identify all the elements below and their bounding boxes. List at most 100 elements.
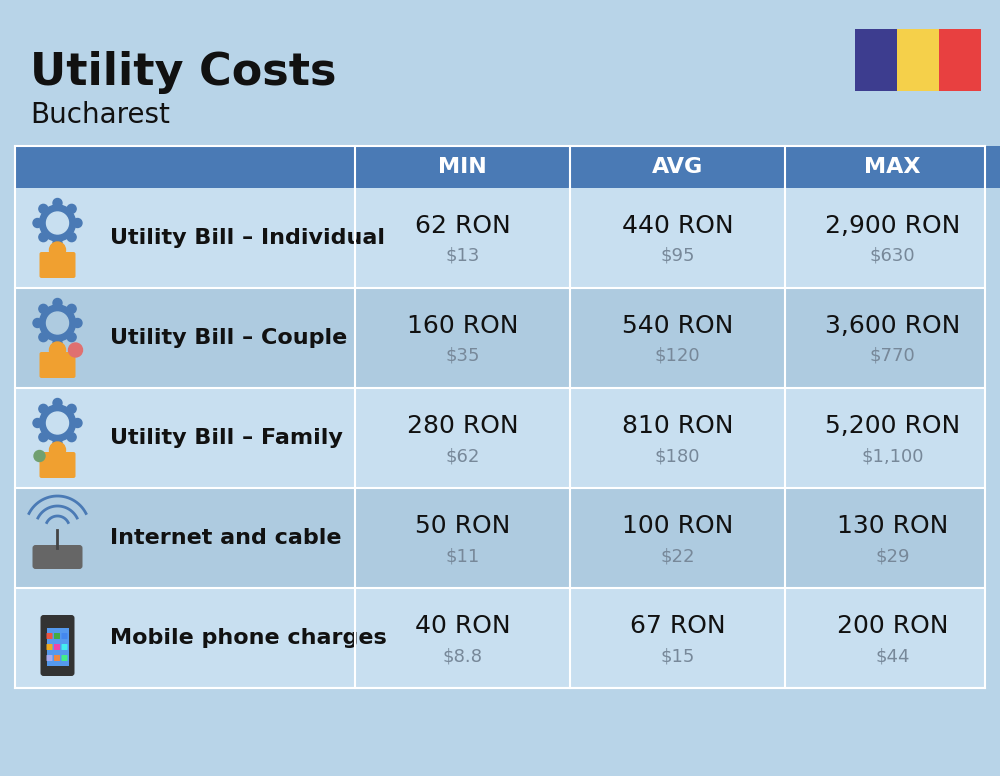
Text: 62 RON: 62 RON: [415, 214, 510, 238]
Text: 540 RON: 540 RON: [622, 314, 733, 338]
Circle shape: [46, 212, 68, 234]
Circle shape: [53, 299, 62, 307]
FancyBboxPatch shape: [785, 146, 1000, 188]
Circle shape: [39, 333, 48, 341]
FancyBboxPatch shape: [939, 29, 981, 91]
Circle shape: [67, 404, 76, 414]
Text: Utility Bill – Family: Utility Bill – Family: [110, 428, 343, 448]
FancyBboxPatch shape: [855, 29, 897, 91]
Circle shape: [73, 318, 82, 327]
FancyBboxPatch shape: [46, 655, 52, 661]
FancyBboxPatch shape: [46, 633, 52, 639]
Circle shape: [39, 233, 48, 241]
Circle shape: [39, 433, 48, 442]
Text: $630: $630: [870, 247, 915, 265]
Circle shape: [46, 412, 68, 434]
FancyBboxPatch shape: [15, 488, 985, 588]
Circle shape: [53, 338, 62, 348]
FancyBboxPatch shape: [100, 146, 355, 188]
FancyBboxPatch shape: [54, 633, 60, 639]
Text: 50 RON: 50 RON: [415, 514, 510, 538]
Text: $15: $15: [660, 647, 695, 665]
Text: MAX: MAX: [864, 157, 921, 177]
Circle shape: [33, 219, 42, 227]
Text: 810 RON: 810 RON: [622, 414, 733, 438]
Circle shape: [33, 418, 42, 428]
FancyBboxPatch shape: [61, 633, 68, 639]
FancyBboxPatch shape: [39, 452, 75, 478]
Circle shape: [67, 433, 76, 442]
FancyBboxPatch shape: [15, 588, 985, 688]
FancyBboxPatch shape: [15, 188, 985, 288]
FancyBboxPatch shape: [32, 545, 82, 569]
Text: 130 RON: 130 RON: [837, 514, 948, 538]
Circle shape: [46, 312, 68, 334]
FancyBboxPatch shape: [39, 252, 75, 278]
Text: 200 RON: 200 RON: [837, 614, 948, 638]
Text: $95: $95: [660, 247, 695, 265]
Text: Mobile phone charges: Mobile phone charges: [110, 628, 387, 648]
FancyBboxPatch shape: [15, 146, 100, 188]
Circle shape: [39, 404, 48, 414]
Text: 67 RON: 67 RON: [630, 614, 725, 638]
Circle shape: [67, 233, 76, 241]
Text: 160 RON: 160 RON: [407, 314, 518, 338]
Circle shape: [39, 204, 48, 213]
Text: $770: $770: [870, 347, 915, 365]
Circle shape: [67, 204, 76, 213]
FancyBboxPatch shape: [46, 644, 52, 650]
FancyBboxPatch shape: [54, 655, 60, 661]
FancyBboxPatch shape: [61, 655, 68, 661]
FancyBboxPatch shape: [54, 644, 60, 650]
Text: 280 RON: 280 RON: [407, 414, 518, 438]
Circle shape: [39, 305, 76, 341]
Text: Utility Costs: Utility Costs: [30, 51, 336, 94]
Circle shape: [53, 438, 62, 448]
Circle shape: [68, 343, 82, 357]
Text: 5,200 RON: 5,200 RON: [825, 414, 960, 438]
Text: $44: $44: [875, 647, 910, 665]
FancyBboxPatch shape: [15, 388, 985, 488]
Circle shape: [67, 304, 76, 314]
FancyBboxPatch shape: [15, 288, 985, 388]
Text: 440 RON: 440 RON: [622, 214, 733, 238]
Circle shape: [34, 451, 45, 462]
Circle shape: [53, 199, 62, 207]
Text: $22: $22: [660, 547, 695, 565]
Circle shape: [73, 219, 82, 227]
Text: $13: $13: [445, 247, 480, 265]
Circle shape: [33, 318, 42, 327]
Text: $11: $11: [445, 547, 480, 565]
Text: Internet and cable: Internet and cable: [110, 528, 342, 548]
FancyBboxPatch shape: [570, 146, 785, 188]
Text: AVG: AVG: [652, 157, 703, 177]
Text: MIN: MIN: [438, 157, 487, 177]
Text: Utility Bill – Couple: Utility Bill – Couple: [110, 328, 347, 348]
Circle shape: [39, 304, 48, 314]
Circle shape: [49, 342, 66, 358]
Text: Utility Bill – Individual: Utility Bill – Individual: [110, 228, 385, 248]
Text: Bucharest: Bucharest: [30, 101, 170, 129]
Text: 2,900 RON: 2,900 RON: [825, 214, 960, 238]
Circle shape: [49, 442, 66, 458]
Circle shape: [53, 238, 62, 248]
Text: $120: $120: [655, 347, 700, 365]
Text: 100 RON: 100 RON: [622, 514, 733, 538]
Text: $35: $35: [445, 347, 480, 365]
FancyBboxPatch shape: [355, 146, 570, 188]
Text: $29: $29: [875, 547, 910, 565]
Circle shape: [73, 418, 82, 428]
Text: $62: $62: [445, 447, 480, 465]
FancyBboxPatch shape: [40, 615, 74, 676]
Circle shape: [39, 205, 76, 241]
Text: 3,600 RON: 3,600 RON: [825, 314, 960, 338]
FancyBboxPatch shape: [46, 628, 68, 666]
Text: $1,100: $1,100: [861, 447, 924, 465]
Text: $180: $180: [655, 447, 700, 465]
Circle shape: [53, 399, 62, 407]
Circle shape: [49, 242, 66, 258]
Circle shape: [67, 333, 76, 341]
FancyBboxPatch shape: [39, 352, 75, 378]
Text: $8.8: $8.8: [442, 647, 482, 665]
Circle shape: [39, 405, 76, 441]
